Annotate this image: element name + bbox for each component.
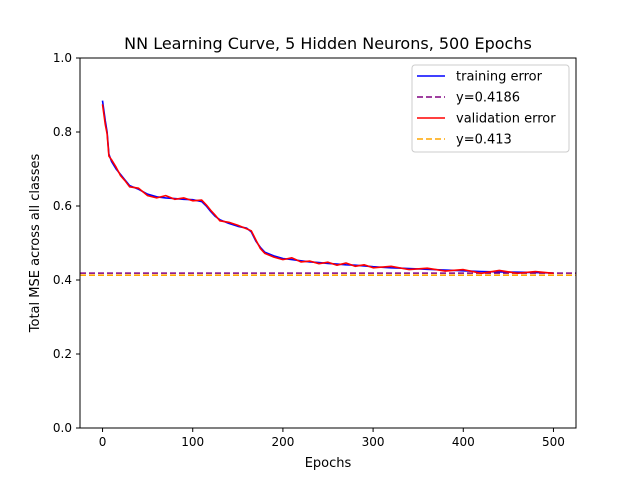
legend: training error y=0.4186 validation error y=… [411,64,570,153]
x-tick-label: 0 [99,435,107,449]
plot-lines [80,100,576,276]
chart-title: NN Learning Curve, 5 Hidden Neurons, 500… [124,34,532,53]
x-tick-label: 400 [452,435,475,449]
y-tick-label: 0.8 [53,125,72,139]
y-tick-label: 0.0 [53,421,72,435]
series-line-2 [101,104,554,275]
legend-entry: y=0.4186 [456,91,520,106]
y-tick-label: 0.6 [53,199,72,213]
y-tick-label: 1.0 [53,51,72,65]
x-tick-label: 300 [362,435,385,449]
legend-entry: validation error [456,112,556,127]
legend-box [411,64,570,153]
legend-entry: training error [456,70,543,85]
x-tick-label: 200 [271,435,294,449]
x-axis-label: Epochs [305,456,352,471]
y-tick-label: 0.2 [53,347,72,361]
y-axis: 0.0 0.2 0.4 0.6 0.8 1.0 [53,51,80,435]
plot-frame [79,57,577,429]
x-tick-label: 100 [181,435,204,449]
y-axis-label: Total MSE across all classes [28,154,43,334]
y-tick-label: 0.4 [53,273,72,287]
legend-entry: y=0.413 [456,133,512,148]
x-tick-label: 500 [542,435,565,449]
x-axis: 0 100 200 300 400 500 [99,428,565,449]
